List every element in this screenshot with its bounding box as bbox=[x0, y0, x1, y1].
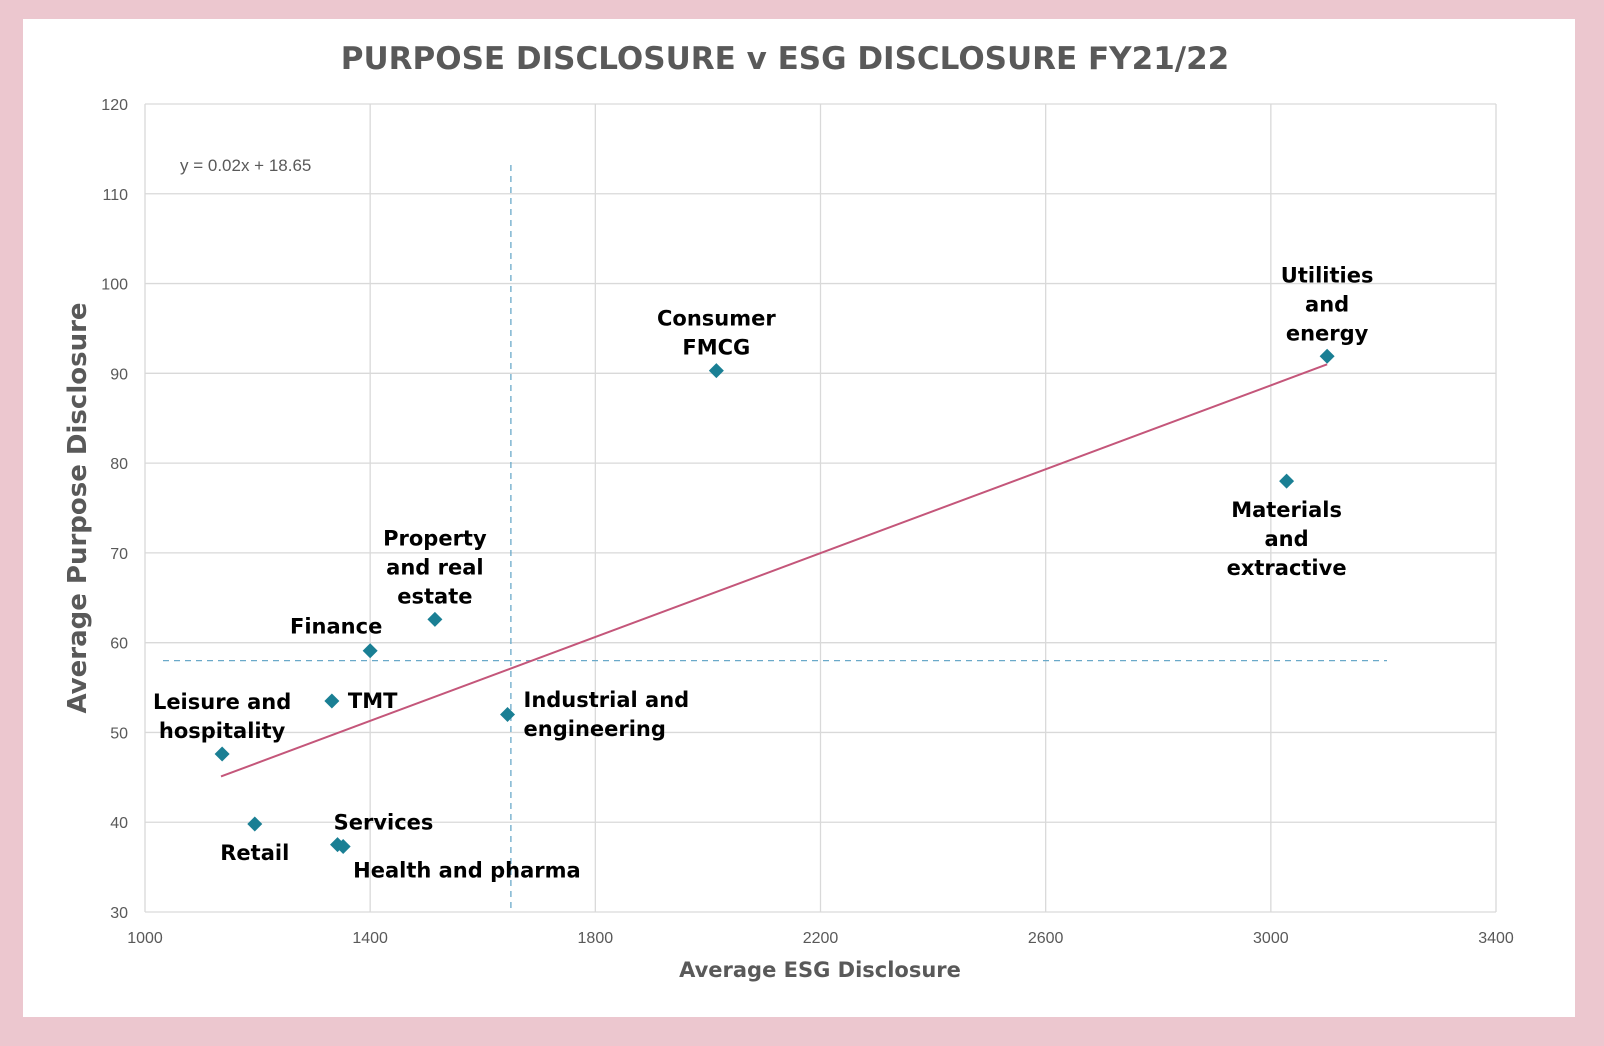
y-tick-label: 100 bbox=[101, 277, 128, 294]
data-point bbox=[427, 611, 443, 627]
point-label: FMCG bbox=[682, 336, 750, 360]
chart-title: PURPOSE DISCLOSURE v ESG DISCLOSURE FY21… bbox=[340, 41, 1230, 77]
point-label: Retail bbox=[220, 841, 289, 865]
x-tick-label: 3000 bbox=[1253, 930, 1289, 947]
data-point bbox=[335, 838, 351, 854]
point-labels: Leisure and hospitality Retail TMT Services H… bbox=[153, 263, 1374, 882]
trendline-equation: y = 0.02x + 18.65 bbox=[180, 156, 311, 175]
x-tick-label: 2200 bbox=[803, 930, 839, 947]
point-label: Consumer bbox=[657, 307, 776, 331]
data-point bbox=[214, 746, 230, 762]
point-label: and bbox=[1265, 527, 1309, 551]
point-label: TMT bbox=[348, 689, 398, 713]
point-label: and bbox=[1305, 292, 1349, 316]
grid-lines bbox=[144, 103, 1497, 913]
point-label: Industrial and bbox=[524, 688, 690, 712]
y-tick-label: 80 bbox=[110, 456, 128, 473]
data-point bbox=[1319, 348, 1335, 364]
y-tick-label: 70 bbox=[110, 546, 128, 563]
point-label: estate bbox=[397, 584, 472, 608]
chart-panel bbox=[23, 19, 1575, 1017]
y-tick-label: 120 bbox=[101, 97, 128, 114]
point-label: and real bbox=[386, 555, 483, 579]
y-tick-label: 50 bbox=[110, 725, 128, 742]
data-point bbox=[362, 643, 378, 659]
y-tick-label: 60 bbox=[110, 636, 128, 653]
data-point bbox=[708, 363, 724, 379]
point-label: Materials bbox=[1231, 498, 1342, 522]
x-tick-label: 1000 bbox=[127, 930, 163, 947]
y-tick-label: 40 bbox=[110, 815, 128, 832]
data-points bbox=[214, 348, 1335, 854]
y-tick-label: 110 bbox=[102, 187, 128, 204]
point-label: Leisure and bbox=[153, 690, 291, 714]
tick-labels: 30 40 50 60 70 80 90 100 110 120 1000 1400 1800 2200 2… bbox=[101, 97, 1514, 947]
data-point bbox=[500, 706, 516, 722]
point-label: Services bbox=[334, 811, 434, 835]
trendline bbox=[220, 363, 1328, 778]
point-label: Utilities bbox=[1281, 263, 1374, 287]
reference-lines bbox=[163, 165, 1387, 910]
point-label: Property bbox=[383, 526, 487, 550]
x-axis-label: Average ESG Disclosure bbox=[679, 958, 961, 982]
point-label: extractive bbox=[1227, 556, 1347, 580]
trendline-group bbox=[220, 363, 1328, 778]
x-tick-label: 3400 bbox=[1478, 930, 1514, 947]
data-point bbox=[1279, 473, 1295, 489]
point-label: energy bbox=[1286, 321, 1369, 345]
point-label: Health and pharma bbox=[353, 858, 581, 882]
data-point bbox=[324, 693, 340, 709]
x-tick-label: 1800 bbox=[578, 930, 614, 947]
y-tick-label: 30 bbox=[110, 905, 128, 922]
x-tick-label: 1400 bbox=[352, 930, 388, 947]
y-tick-label: 90 bbox=[110, 366, 128, 383]
y-axis-label: Average Purpose Disclosure bbox=[63, 302, 93, 713]
point-label: Finance bbox=[290, 615, 382, 639]
point-label: hospitality bbox=[159, 719, 286, 743]
point-label: engineering bbox=[524, 717, 666, 741]
x-tick-label: 2600 bbox=[1028, 930, 1064, 947]
data-point bbox=[247, 816, 263, 832]
